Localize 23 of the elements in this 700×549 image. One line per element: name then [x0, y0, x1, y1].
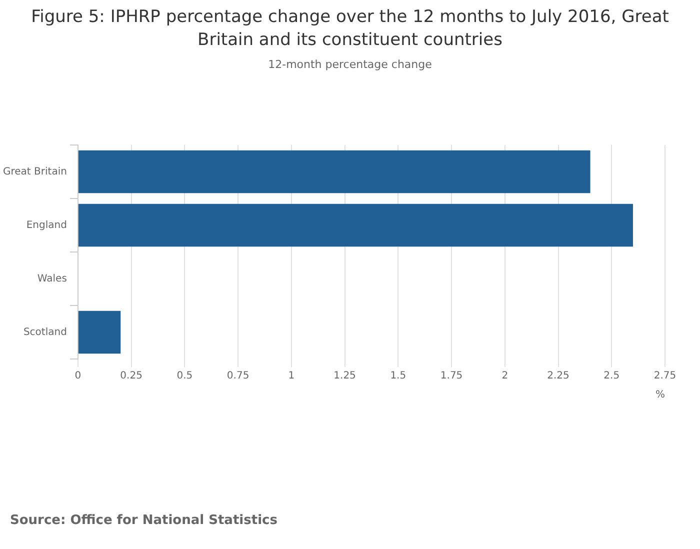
x-tick-label: 2	[502, 370, 508, 382]
x-tick-label: 0	[74, 370, 82, 382]
x-tick-label: 1.75	[440, 370, 463, 382]
y-tick-label: Great Britain	[3, 166, 67, 178]
bar	[78, 204, 633, 247]
y-tick-label: England	[26, 220, 67, 231]
x-tick-label: 2.25	[547, 370, 570, 382]
x-tick-label: 0.5	[176, 370, 193, 382]
x-tick-label: 0.25	[120, 370, 142, 382]
y-tick-label: Scotland	[23, 326, 67, 338]
x-tick-label: 1	[288, 370, 295, 382]
x-tick-label: 2.75	[654, 370, 676, 382]
x-tick-label: 1.5	[390, 370, 406, 382]
chart-title: Figure 5: IPHRP percentage change over the 12 months to July 2016, Great Britain and its constituent countries	[30, 6, 670, 52]
bar	[78, 310, 121, 354]
source-note: Source: Office for National Statistics	[10, 513, 278, 528]
x-tick-label: 2.5	[604, 370, 620, 382]
chart-subtitle: 12-month percentage change	[267, 58, 433, 71]
x-axis-title: %	[655, 390, 665, 401]
x-tick-label: 0.75	[226, 370, 250, 382]
bar	[78, 150, 590, 194]
y-tick-label: Wales	[37, 273, 67, 284]
x-tick-label: 1.25	[334, 370, 356, 382]
